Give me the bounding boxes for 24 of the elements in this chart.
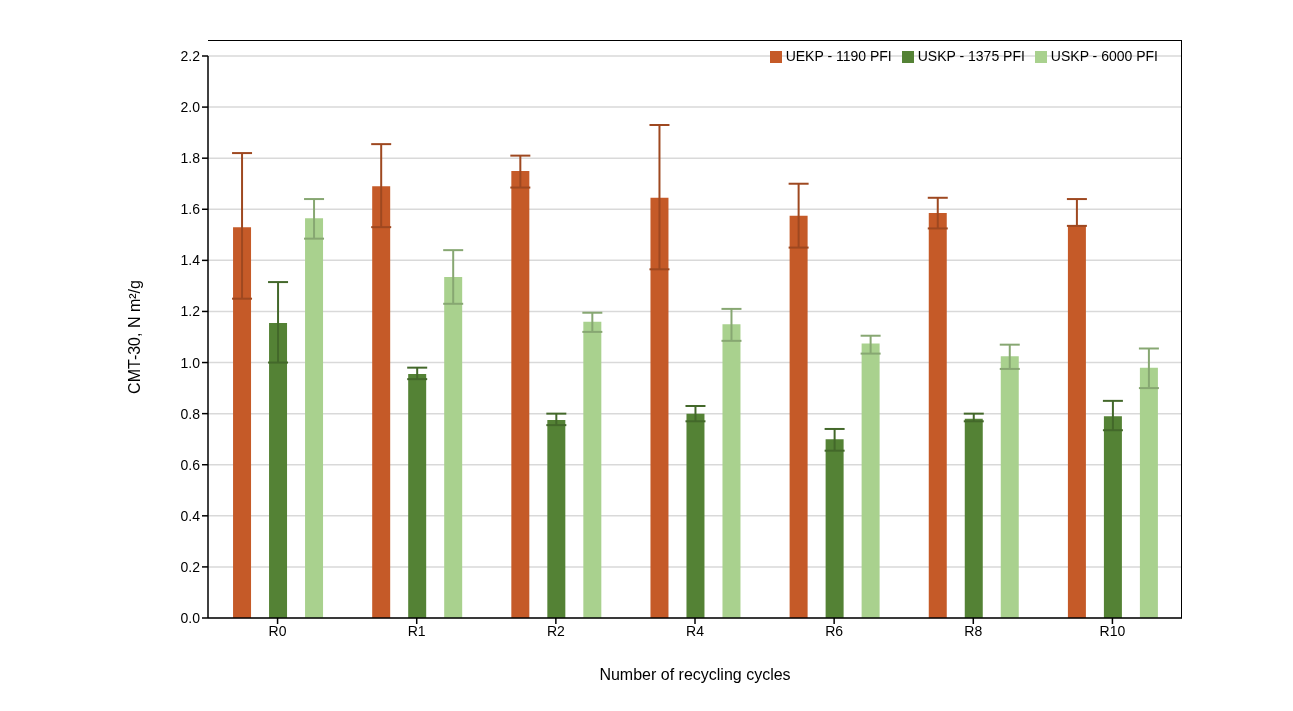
y-tick-label: 0.0 (180, 609, 201, 626)
y-tick-label: 1.8 (180, 150, 201, 167)
legend-label: USKP - 6000 PFI (1050, 48, 1158, 64)
legend-label: UEKP - 1190 PFI (785, 48, 892, 64)
y-tick-label: 0.4 (180, 507, 201, 524)
y-tick-label: 0.2 (180, 558, 201, 575)
y-tick-label: 2.2 (180, 47, 201, 64)
x-tick-label: R2 (546, 622, 566, 639)
y-tick-label: 1.2 (180, 303, 201, 320)
y-tick-label: 1.6 (180, 201, 201, 218)
y-tick-label: 2.0 (180, 99, 201, 116)
x-tick-label: R6 (825, 622, 844, 639)
x-tick-label: R1 (407, 622, 426, 639)
y-axis-title: CMT-30, N m²/g (126, 280, 143, 394)
x-tick-label: R8 (964, 622, 983, 639)
y-tick-label: 0.8 (180, 405, 201, 422)
x-axis-title: Number of recycling cycles (599, 666, 791, 683)
x-tick-label: R0 (268, 622, 287, 639)
x-tick-label: R4 (686, 622, 705, 639)
y-tick-label: 1.4 (180, 252, 201, 269)
y-tick-label: 0.6 (180, 456, 201, 473)
y-tick-label: 1.0 (180, 354, 201, 371)
legend-label: USKP - 1375 PFI (917, 48, 1025, 64)
x-tick-label: R10 (1099, 622, 1126, 639)
